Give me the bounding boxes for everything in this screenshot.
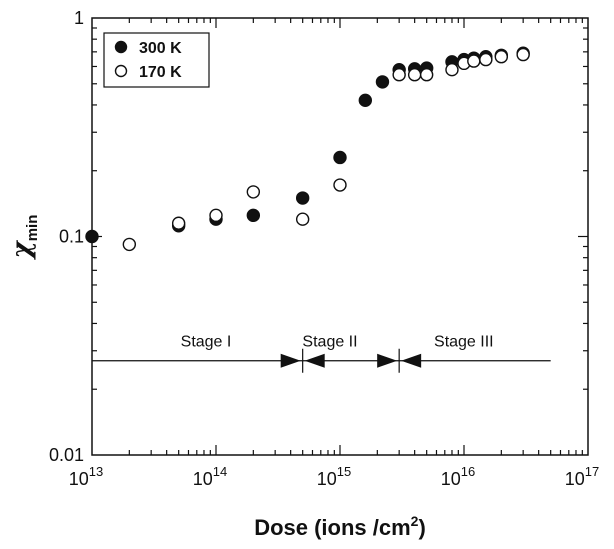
point-170k [246, 185, 261, 199]
axes-layer: 1013 1014 1015 1016 1017 1 0.1 0.01 [49, 8, 599, 489]
stage-annotations: Stage I Stage II Stage III [92, 334, 551, 373]
point-300k [333, 150, 347, 165]
arrowhead [304, 353, 325, 368]
point-170k [392, 68, 406, 82]
x-tick-label: 1016 [441, 464, 476, 489]
x-tick-label: 1017 [565, 464, 600, 489]
x-tick-label: 1013 [69, 464, 104, 489]
point-170k [445, 62, 459, 77]
arrowhead [401, 353, 422, 368]
point-170k [467, 54, 481, 68]
legend-marker-open [114, 64, 128, 78]
point-170k [295, 212, 310, 226]
y-tick-label: 1 [74, 8, 84, 28]
legend-label: 170 K [139, 64, 182, 81]
arrowhead [280, 353, 301, 368]
y-axis-title: χmin [7, 215, 41, 261]
point-300k [85, 229, 99, 244]
stage-label: Stage I [181, 334, 232, 351]
data-points [85, 46, 530, 252]
x-tick-label: 1014 [193, 464, 228, 489]
point-300k [295, 191, 310, 205]
point-170k [479, 52, 493, 67]
axis-labels: Dose (ions /cm2) χmin [7, 215, 426, 540]
x-axis-title: Dose (ions /cm2) [254, 513, 426, 540]
stage-label: Stage II [302, 334, 357, 351]
point-170k [419, 68, 434, 82]
point-170k [333, 178, 347, 192]
point-300k [358, 93, 373, 108]
y-tick-label: 0.1 [59, 227, 84, 247]
point-170k [407, 68, 422, 82]
point-170k [209, 208, 223, 223]
y-tick-label: 0.01 [49, 445, 84, 465]
legend-marker-filled [114, 40, 128, 54]
point-300k [246, 208, 261, 223]
legend-label: 300 K [139, 40, 182, 57]
point-300k [375, 75, 390, 89]
point-170k [494, 50, 509, 64]
point-170k [122, 237, 137, 252]
x-tick-label: 1015 [317, 464, 352, 489]
point-170k [516, 47, 530, 62]
arrowhead [377, 353, 398, 368]
stage-label: Stage III [434, 334, 494, 351]
legend: 300 K 170 K [103, 32, 210, 88]
point-170k [171, 216, 186, 230]
